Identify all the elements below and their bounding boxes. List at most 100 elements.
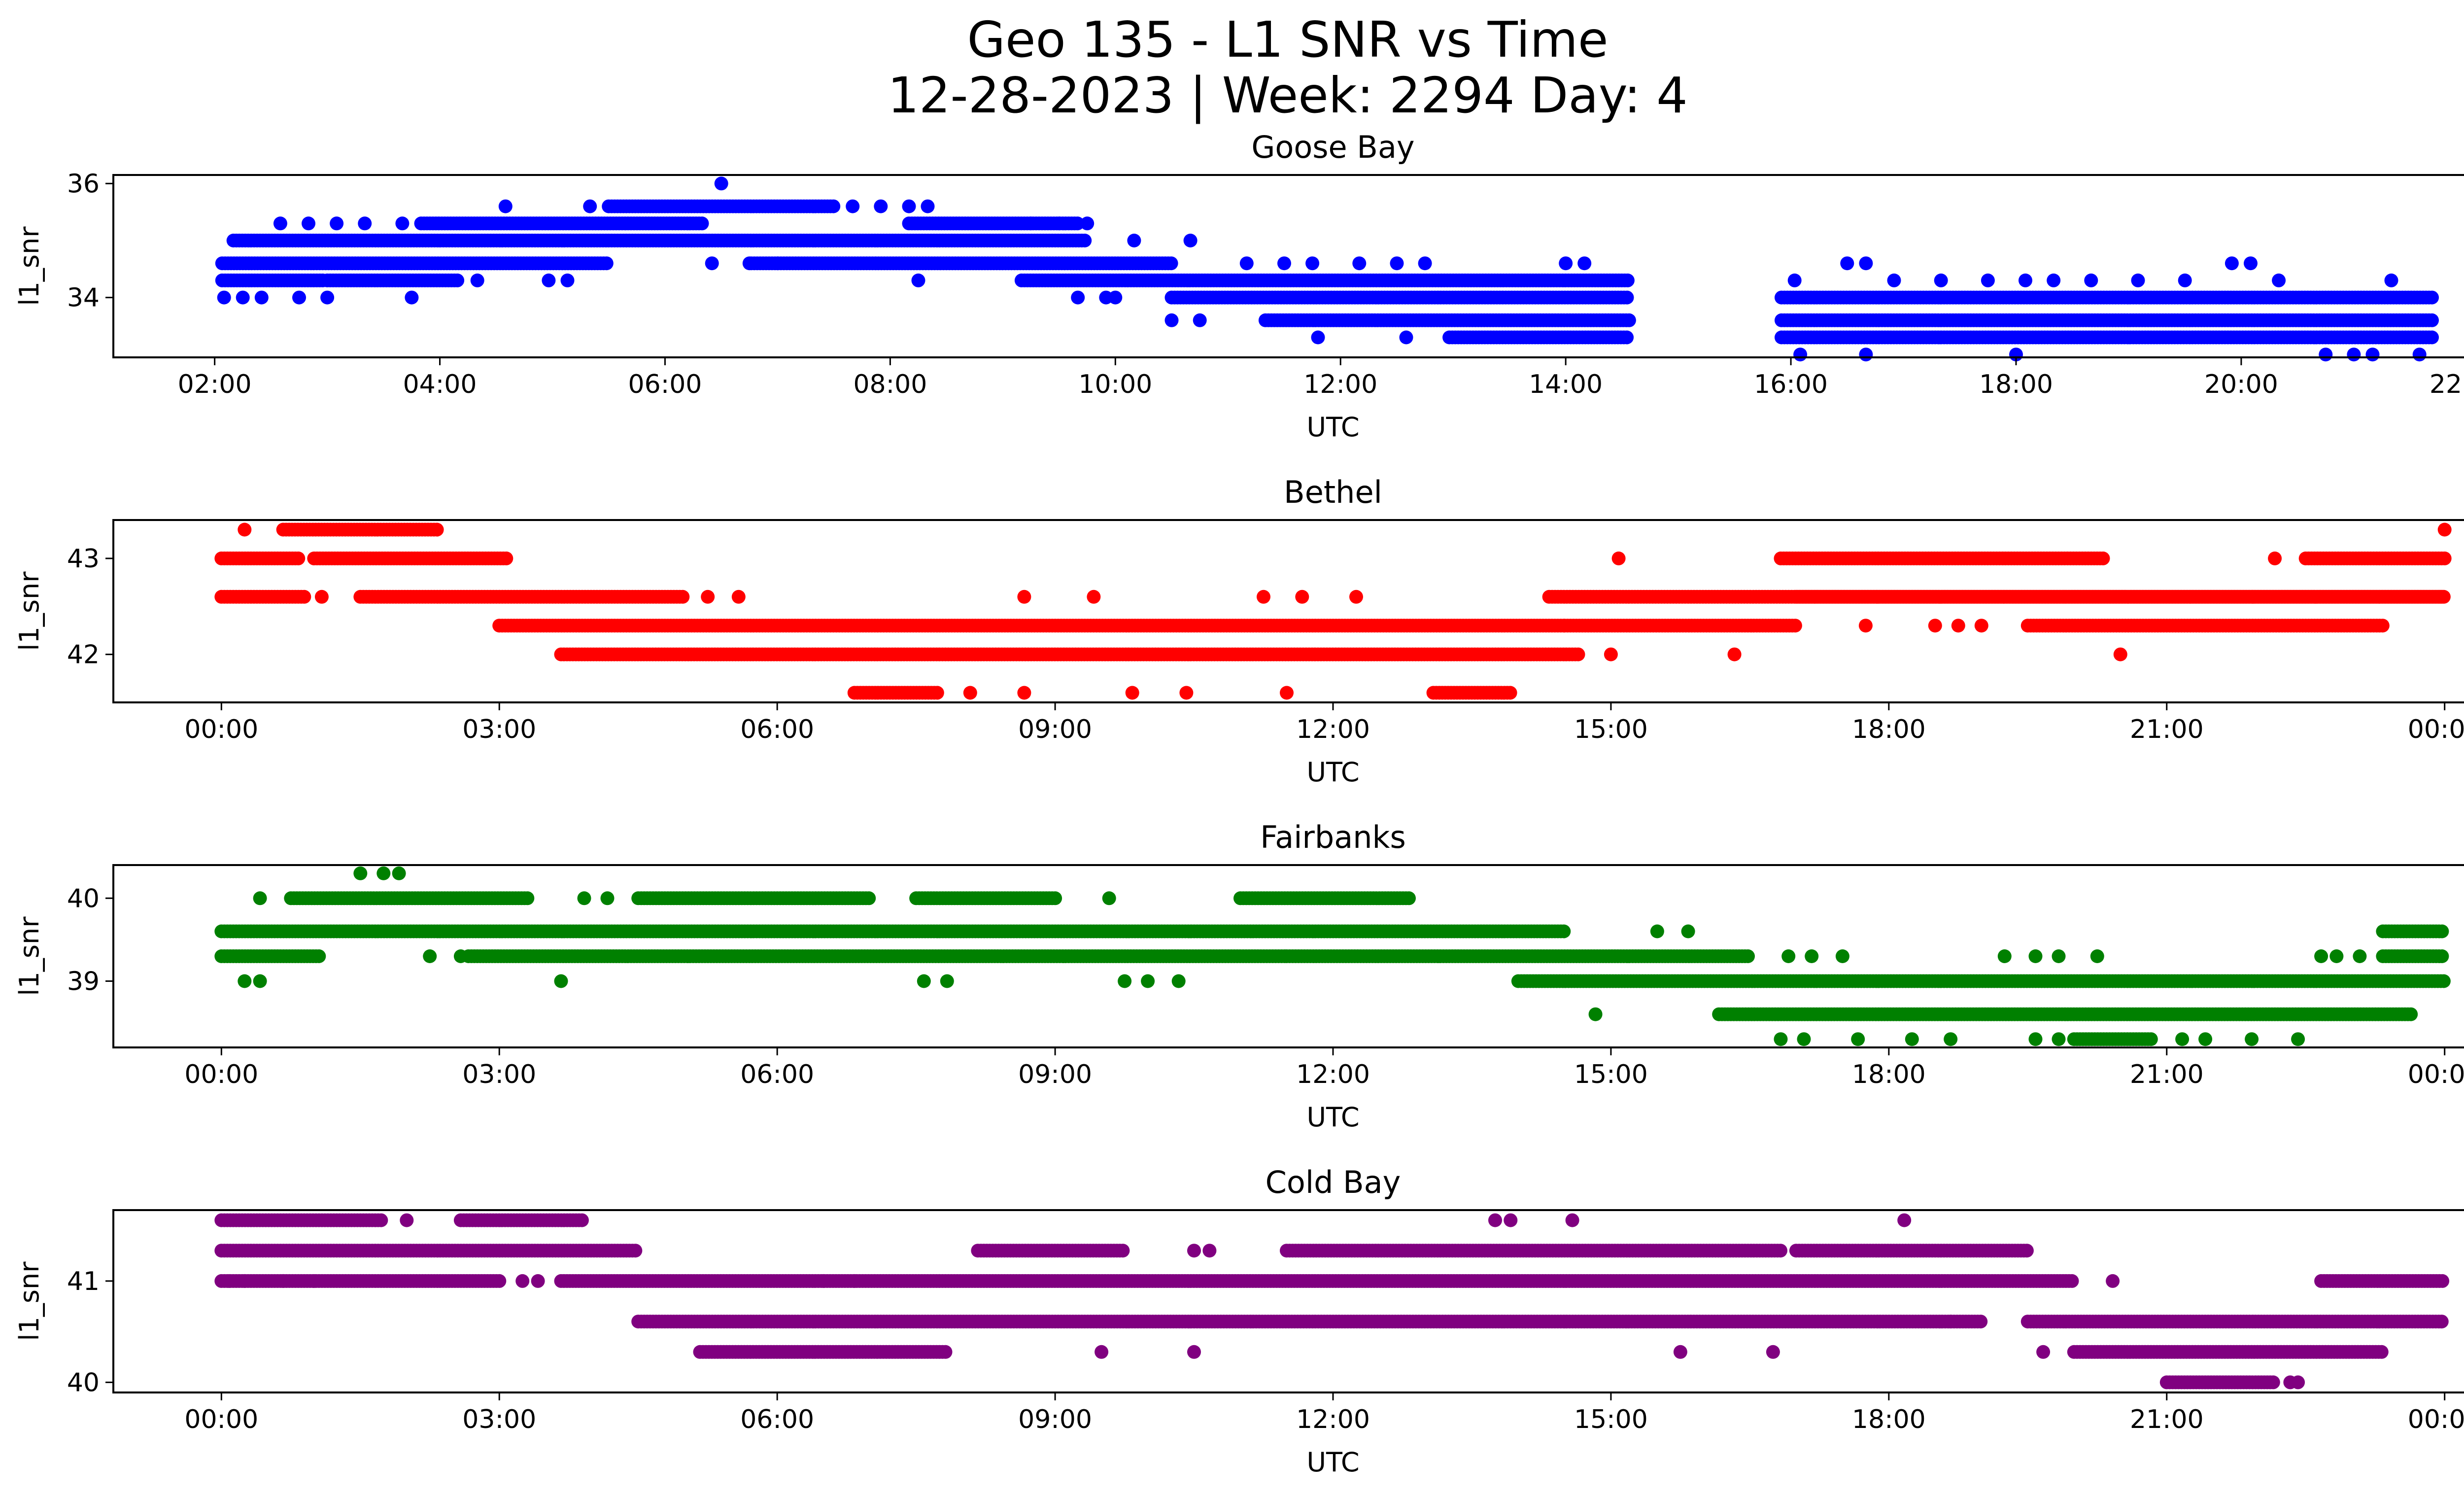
- data-point: [1604, 647, 1618, 661]
- data-point: [2425, 313, 2439, 327]
- x-tick-label: 04:00: [403, 370, 477, 399]
- data-point: [1622, 313, 1636, 327]
- data-point: [1017, 590, 1031, 604]
- data-point: [1108, 290, 1123, 305]
- data-point: [874, 199, 888, 213]
- data-point: [358, 216, 372, 231]
- data-point: [2319, 348, 2333, 362]
- subplot-title: Fairbanks: [1260, 819, 1406, 855]
- data-point: [1559, 256, 1573, 271]
- data-point: [731, 590, 746, 604]
- data-point: [1390, 256, 1404, 271]
- scatter-points-group: [214, 866, 2451, 1046]
- data-point: [1070, 216, 1085, 231]
- x-tick-label: 00:00: [2408, 715, 2464, 744]
- figure-subtitle: 12-28-2023 | Week: 2294 Day: 4: [888, 67, 1687, 124]
- data-point: [1257, 590, 1270, 604]
- data-point: [2224, 256, 2239, 271]
- y-tick-label: 36: [67, 169, 100, 199]
- data-point: [583, 199, 597, 213]
- x-axis-label: UTC: [1306, 412, 1359, 443]
- x-tick-label: 16:00: [1754, 370, 1828, 399]
- data-point: [1349, 590, 1363, 604]
- data-point: [1024, 216, 1038, 231]
- subplot-title: Bethel: [1284, 474, 1382, 510]
- data-point: [2365, 348, 2380, 362]
- x-tick-label: 06:00: [628, 370, 702, 399]
- data-point: [1017, 686, 1031, 700]
- data-point: [1193, 313, 1207, 327]
- data-point: [714, 176, 728, 191]
- data-point: [1928, 619, 1942, 633]
- data-point: [217, 290, 231, 305]
- x-tick-label: 12:00: [1303, 370, 1377, 399]
- data-point: [2425, 290, 2439, 305]
- x-tick-label: 06:00: [740, 715, 814, 744]
- data-point: [1239, 256, 1254, 271]
- data-point: [498, 199, 513, 213]
- data-point: [1611, 551, 1626, 565]
- data-point: [312, 949, 326, 963]
- data-point: [560, 273, 575, 287]
- data-point: [695, 216, 709, 231]
- data-point: [1078, 234, 1092, 247]
- data-point: [770, 256, 785, 271]
- data-point: [676, 590, 690, 604]
- x-tick-label: 08:00: [853, 370, 927, 399]
- data-point: [395, 216, 410, 231]
- x-tick-label: 12:00: [1296, 715, 1370, 744]
- data-point: [2437, 551, 2452, 565]
- data-point: [2412, 348, 2427, 362]
- y-tick-label: 34: [67, 283, 100, 313]
- data-point: [1788, 619, 1802, 633]
- data-point: [2375, 619, 2390, 633]
- data-point: [701, 590, 715, 604]
- data-point: [1571, 647, 1585, 661]
- data-point: [1793, 348, 1808, 362]
- data-point: [2347, 348, 2361, 362]
- data-point: [314, 590, 329, 604]
- x-tick-label: 00:00: [184, 715, 258, 744]
- data-point: [1620, 330, 1634, 345]
- data-point: [705, 256, 719, 271]
- x-tick-label: 20:00: [2204, 370, 2278, 399]
- data-point: [1503, 686, 1517, 700]
- data-point: [1080, 216, 1095, 231]
- data-point: [273, 216, 287, 231]
- data-point: [2178, 273, 2192, 287]
- data-point: [2425, 330, 2439, 345]
- x-axis-label: UTC: [1306, 757, 1359, 788]
- figure-title: Geo 135 - L1 SNR vs Time: [967, 11, 1608, 69]
- data-point: [1981, 273, 1995, 287]
- data-point: [450, 273, 465, 287]
- data-point: [1087, 590, 1101, 604]
- x-tick-label: 14:00: [1529, 370, 1603, 399]
- data-point: [1727, 647, 1742, 661]
- tick-labels-group: 00:00 03:00 06:00 09:00 12:00 15:00 18:00 21:00…: [67, 544, 2464, 744]
- data-point: [1399, 330, 1413, 345]
- data-point: [1352, 256, 1367, 271]
- data-point: [1125, 686, 1139, 700]
- data-point: [921, 199, 935, 213]
- x-tick-label: 21:00: [2130, 715, 2204, 744]
- data-point: [1277, 256, 1291, 271]
- data-point: [1311, 330, 1325, 345]
- scatter-points-group: [215, 176, 2439, 362]
- data-point: [1887, 273, 1901, 287]
- data-point: [2096, 551, 2110, 565]
- data-point: [1127, 234, 1141, 247]
- data-point: [2019, 273, 2032, 287]
- scatter-points-group: [214, 522, 2452, 700]
- data-point: [599, 256, 614, 271]
- data-point: [238, 522, 252, 537]
- data-point: [470, 273, 484, 287]
- data-point: [1071, 290, 1085, 305]
- subplot-bethel: Bethel 00:00 03:00 06:00 09:00 12:00 15:00 18:…: [14, 474, 2464, 788]
- data-point: [1052, 216, 1066, 231]
- data-point: [1859, 256, 1873, 271]
- data-point: [297, 590, 311, 604]
- data-point: [742, 256, 756, 271]
- data-point: [930, 686, 944, 700]
- data-point: [1164, 313, 1179, 327]
- data-point: [2084, 273, 2098, 287]
